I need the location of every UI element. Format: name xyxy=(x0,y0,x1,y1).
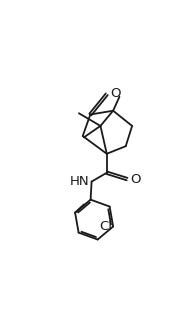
Text: O: O xyxy=(130,173,141,186)
Text: Cl: Cl xyxy=(99,220,112,233)
Text: O: O xyxy=(110,86,121,100)
Text: HN: HN xyxy=(70,175,90,188)
